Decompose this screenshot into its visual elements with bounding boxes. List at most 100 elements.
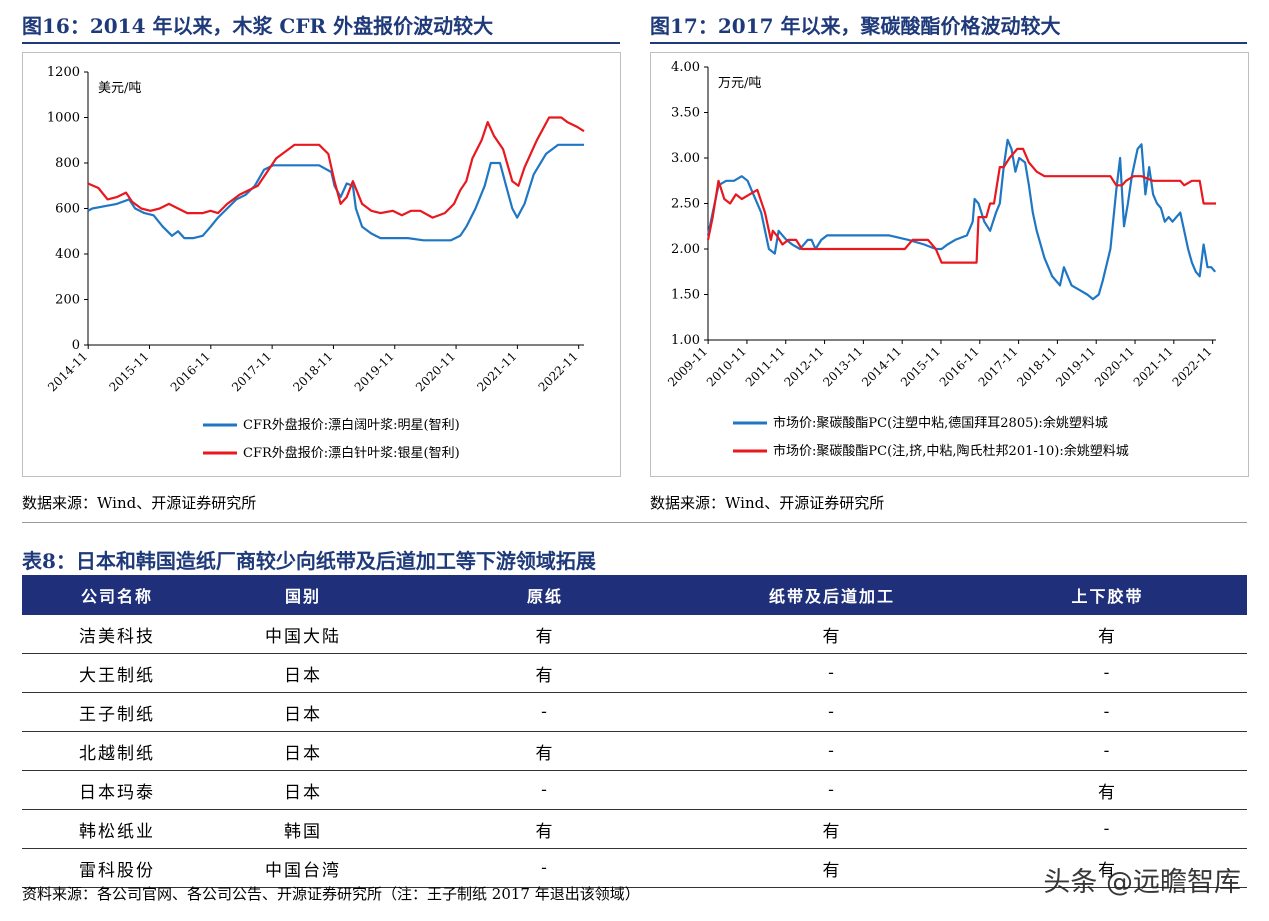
cell-cover-tape: 有 [968,848,1247,888]
table-title: 表8：日本和韩国造纸厂商较少向纸带及后道加工等下游领域拓展 [22,549,596,573]
table-row: 日本玛泰 日本 - - 有 [22,770,1247,810]
x-tick-label: 2009-11 [665,344,710,389]
cell-company: 北越制纸 [22,731,212,771]
y-tick-label: 0 [72,338,80,353]
cell-company: 王子制纸 [22,692,212,732]
series-line [87,116,585,219]
fig17-title: 图17：2017 年以来，聚碳酸酯价格波动较大 [650,14,1061,38]
table-row: 王子制纸 日本 - - - [22,692,1247,732]
fig17-title-rule [650,42,1247,44]
series-line [706,147,1216,264]
table-row: 雷科股份 中国台湾 - 有有 [22,848,1247,888]
legend-label: CFR外盘报价:漂白针叶浆:银星(智利) [243,445,460,461]
cell-base-paper: - [394,692,696,732]
x-tick-label: 2015-11 [106,349,151,394]
y-tick-label: 4.00 [671,60,700,75]
watermark-logo: 头条 @远瞻智库 [1043,867,1241,898]
cell-tape-processing: - [696,731,968,771]
y-tick-label: 3.50 [671,106,700,121]
legend-label: 市场价:聚碳酸酯PC(注塑中粘,德国拜耳2805):余姚塑料城 [773,415,1108,431]
y-tick-label: 800 [55,156,80,171]
cell-cover-tape: - [968,653,1247,693]
y-tick-label: 1200 [47,65,80,80]
x-tick-label: 2021-11 [474,349,519,394]
table-source: 资料来源：各公司官网、各公司公告、开源证券研究所（注：王子制纸 2017 年退出… [22,885,640,903]
table-row: 韩松纸业 韩国有有 - [22,809,1247,849]
fig17-source: 数据来源：Wind、开源证券研究所 [650,494,885,512]
cell-company: 大王制纸 [22,653,212,693]
cell-base-paper: 有 [394,615,696,654]
cell-base-paper: 有 [394,731,696,771]
cell-country: 日本 [212,770,394,810]
y-tick-label: 2.50 [671,197,700,212]
y-tick-label: 2.00 [671,242,700,257]
cell-cover-tape: 有 [968,615,1247,654]
cell-base-paper: 有 [394,653,696,693]
series-line [706,138,1217,301]
y-tick-label: 200 [55,293,80,308]
col-header-base-paper: 原纸 [394,575,696,615]
cell-tape-processing: - [696,770,968,810]
x-tick-label: 2020-11 [413,349,458,394]
table-row: 洁美科技 中国大陆有有有 [22,615,1247,654]
x-tick-label: 2022-11 [536,349,581,394]
cell-country: 日本 [212,653,394,693]
x-tick-label: 2018-11 [1014,344,1059,389]
y-tick-label: 1.00 [671,333,700,348]
fig16-chart-frame: 0 200 400 600 800 1000 1200 2014-11 2015-11 2016-… [22,52,621,477]
x-tick-label: 2021-11 [1131,344,1176,389]
x-tick-label: 2016-11 [937,344,982,389]
cell-tape-processing: 有 [696,848,968,888]
cell-base-paper: 有 [394,809,696,849]
cell-country: 中国台湾 [212,848,394,888]
cell-company: 韩松纸业 [22,809,212,849]
x-tick-label: 2020-11 [1092,344,1137,389]
fig16-title: 图16：2014 年以来，木浆 CFR 外盘报价波动较大 [22,14,494,38]
cell-country: 日本 [212,731,394,771]
fig17-chart-frame: 1.00 1.50 2.00 2.50 3.00 3.50 4.00 2009-11 2010-… [650,52,1249,477]
y-tick-label: 3.00 [671,151,700,166]
cell-country: 日本 [212,692,394,732]
y-tick-label: 1.50 [671,288,700,303]
cell-company: 雷科股份 [22,848,212,888]
fig16-source: 数据来源：Wind、开源证券研究所 [22,494,257,512]
x-tick-label: 2011-11 [743,344,788,389]
series-line [87,143,584,242]
y-tick-label: 600 [55,202,80,217]
section-divider [22,522,1247,523]
y-tick-label: 1000 [47,111,80,126]
legend-label: CFR外盘报价:漂白阔叶浆:明星(智利) [243,417,460,433]
unit-label: 美元/吨 [98,81,141,96]
x-tick-label: 2014-11 [45,349,90,394]
x-tick-label: 2016-11 [168,349,213,394]
cell-cover-tape: - [968,731,1247,771]
x-tick-label: 2017-11 [229,349,274,394]
cell-cover-tape: 有 [968,770,1247,810]
fig16-chart: 0 200 400 600 800 1000 1200 2014-11 2015-11 2016-… [45,65,585,461]
legend-label: 市场价:聚碳酸酯PC(注,挤,中粘,陶氏杜邦201-10):余姚塑料城 [773,443,1129,459]
cell-country: 韩国 [212,809,394,849]
cell-cover-tape: - [968,692,1247,732]
col-header-tape-processing: 纸带及后道加工 [696,575,968,615]
x-tick-label: 2014-11 [859,344,904,389]
fig17-chart: 1.00 1.50 2.00 2.50 3.00 3.50 4.00 2009-112010-… [665,60,1217,459]
cell-base-paper: - [394,848,696,888]
x-tick-label: 2013-11 [820,344,865,389]
x-tick-label: 2019-11 [1053,344,1098,389]
col-header-cover-tape: 上下胶带 [968,575,1247,615]
table-header-row: 公司名称 国别 原纸 纸带及后道加工 上下胶带 [22,575,1247,615]
x-tick-label: 2022-11 [1170,344,1215,389]
cell-cover-tape: - [968,809,1247,849]
cell-company: 洁美科技 [22,615,212,654]
x-tick-label: 2018-11 [290,349,335,394]
cell-country: 中国大陆 [212,615,394,654]
x-tick-label: 2017-11 [976,344,1021,389]
x-tick-label: 2012-11 [782,344,827,389]
cell-tape-processing: 有 [696,615,968,654]
x-tick-label: 2010-11 [704,344,749,389]
cell-tape-processing: - [696,653,968,693]
fig16-title-rule [22,42,620,44]
cell-company: 日本玛泰 [22,770,212,810]
col-header-country: 国别 [212,575,394,615]
unit-label: 万元/吨 [718,76,761,91]
